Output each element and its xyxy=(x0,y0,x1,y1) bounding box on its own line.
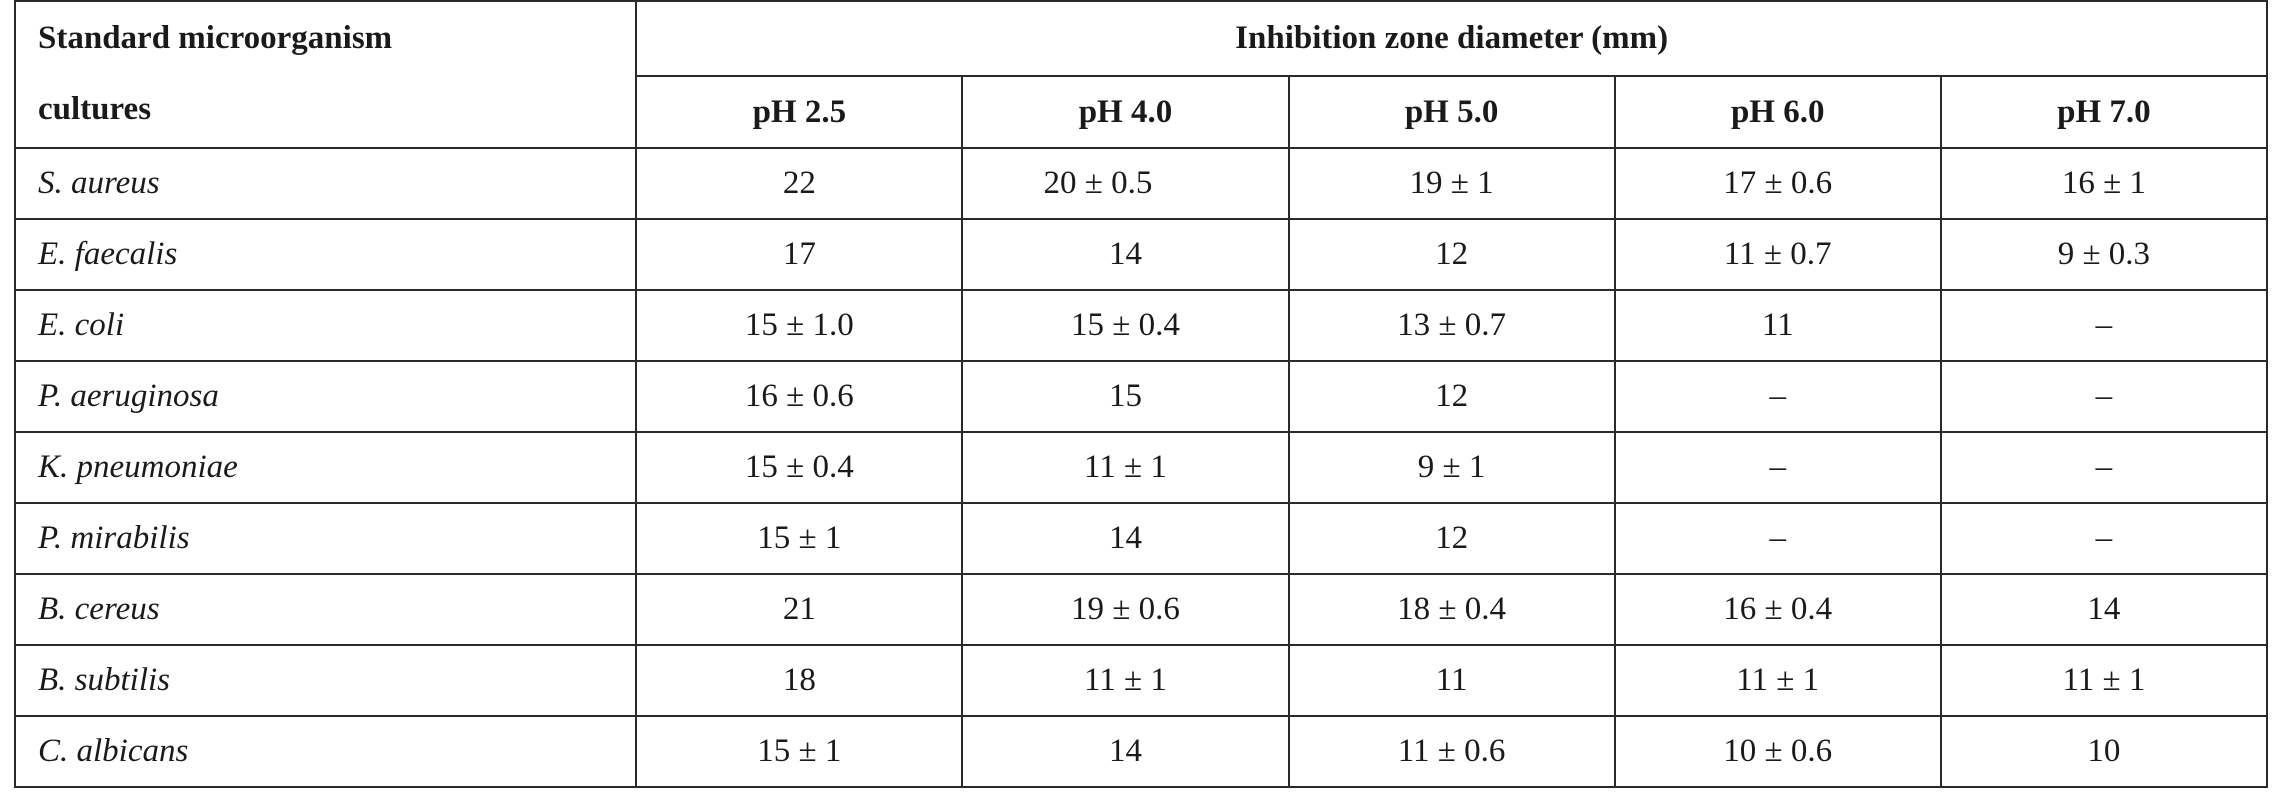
value-cell: 11 ± 1 xyxy=(1939,644,2269,717)
value-cell: 14 xyxy=(961,715,1290,788)
organism-cell: S. aureus xyxy=(13,147,638,220)
table-row: S. aureus 22 20 ± 0.5 19 ± 1 17 ± 0.6 16… xyxy=(13,147,2269,220)
value-cell: 15 ± 0.4 xyxy=(635,431,964,504)
ph-header-7-0: pH 7.0 xyxy=(1939,75,2269,149)
organism-header-line2: cultures xyxy=(38,91,152,127)
value-cell: 16 ± 1 xyxy=(1939,147,2269,220)
ph-header-6-0: pH 6.0 xyxy=(1613,75,1942,149)
value-cell: 20 ± 0.5 xyxy=(961,147,1290,220)
organism-cell: B. cereus xyxy=(13,573,638,646)
value-cell: 17 xyxy=(635,218,964,291)
value-cell: 12 xyxy=(1287,218,1616,291)
value-cell: 15 ± 1.0 xyxy=(635,289,964,362)
table-row: E. faecalis 17 14 12 11 ± 0.7 9 ± 0.3 xyxy=(13,218,2269,291)
header-row-group: Standard microorganism cultures Inhibiti… xyxy=(13,0,2268,149)
value-cell: 11 ± 1 xyxy=(1613,644,1942,717)
value-cell: 14 xyxy=(1939,573,2269,646)
table-row: B. cereus 21 19 ± 0.6 18 ± 0.4 16 ± 0.4 … xyxy=(13,573,2269,646)
value-cell: 10 xyxy=(1939,715,2269,788)
ph-header-5-0: pH 5.0 xyxy=(1287,75,1616,149)
table-row: B. subtilis 18 11 ± 1 11 11 ± 1 11 ± 1 xyxy=(13,644,2269,717)
value-cell: 11 xyxy=(1613,289,1942,362)
value-cell: 17 ± 0.6 xyxy=(1613,147,1942,220)
organism-cell: E. coli xyxy=(13,289,638,362)
value-cell: 15 xyxy=(961,360,1290,433)
value-cell: – xyxy=(1613,360,1942,433)
value-cell: – xyxy=(1613,502,1942,575)
value-cell: 14 xyxy=(961,502,1290,575)
value-cell: 12 xyxy=(1287,502,1616,575)
value-cell: – xyxy=(1939,289,2269,362)
value-cell: – xyxy=(1939,431,2269,504)
value-cell: 11 ± 0.7 xyxy=(1613,218,1942,291)
value-cell: 9 ± 1 xyxy=(1287,431,1616,504)
value-cell: 18 xyxy=(635,644,964,717)
organism-header-line1: Standard microorganism xyxy=(38,20,393,56)
table-row: C. albicans 15 ± 1 14 11 ± 0.6 10 ± 0.6 … xyxy=(13,715,2269,788)
value-cell: 10 ± 0.6 xyxy=(1613,715,1942,788)
value-cell: 12 xyxy=(1287,360,1616,433)
value-cell: 19 ± 0.6 xyxy=(961,573,1290,646)
table-row: P. aeruginosa 16 ± 0.6 15 12 – – xyxy=(13,360,2269,433)
organism-cell: E. faecalis xyxy=(13,218,638,291)
value-cell: 11 ± 0.6 xyxy=(1287,715,1616,788)
value-cell: 19 ± 1 xyxy=(1287,147,1616,220)
inhibition-zone-table: Standard microorganism cultures Inhibiti… xyxy=(13,0,2269,788)
value-cell: 15 ± 1 xyxy=(635,715,964,788)
table-header: Standard microorganism cultures Inhibiti… xyxy=(13,0,2269,149)
value-cell: 11 ± 1 xyxy=(961,644,1290,717)
value-cell: 9 ± 0.3 xyxy=(1939,218,2269,291)
table-row: K. pneumoniae 15 ± 0.4 11 ± 1 9 ± 1 – – xyxy=(13,431,2269,504)
organism-cell: B. subtilis xyxy=(13,644,638,717)
value-cell: 22 xyxy=(635,147,964,220)
value-cell: 18 ± 0.4 xyxy=(1287,573,1616,646)
organism-cell: P. mirabilis xyxy=(13,502,638,575)
inhibition-zone-group-header: Inhibition zone diameter (mm) xyxy=(635,0,2268,77)
organism-cell: C. albicans xyxy=(13,715,638,788)
value-cell: 15 ± 1 xyxy=(635,502,964,575)
value-cell: 14 xyxy=(961,218,1290,291)
table-body: S. aureus 22 20 ± 0.5 19 ± 1 17 ± 0.6 16… xyxy=(13,147,2269,788)
value-cell: 15 ± 0.4 xyxy=(961,289,1290,362)
value-cell: 21 xyxy=(635,573,964,646)
organism-column-header: Standard microorganism cultures xyxy=(13,0,638,149)
table-row: P. mirabilis 15 ± 1 14 12 – – xyxy=(13,502,2269,575)
value-cell: 13 ± 0.7 xyxy=(1287,289,1616,362)
ph-header-2-5: pH 2.5 xyxy=(635,75,964,149)
inhibition-zone-table-container: Standard microorganism cultures Inhibiti… xyxy=(13,0,2269,788)
value-cell: 11 xyxy=(1287,644,1616,717)
organism-cell: P. aeruginosa xyxy=(13,360,638,433)
ph-header-4-0: pH 4.0 xyxy=(961,75,1290,149)
value-cell: 16 ± 0.6 xyxy=(635,360,964,433)
header-row-ph: pH 2.5 pH 4.0 pH 5.0 pH 6.0 pH 7.0 xyxy=(15,75,2269,149)
value-cell: – xyxy=(1613,431,1942,504)
value-cell: 11 ± 1 xyxy=(961,431,1290,504)
value-cell: – xyxy=(1939,502,2269,575)
organism-cell: K. pneumoniae xyxy=(13,431,638,504)
value-cell: 16 ± 0.4 xyxy=(1613,573,1942,646)
value-cell: – xyxy=(1939,360,2269,433)
table-row: E. coli 15 ± 1.0 15 ± 0.4 13 ± 0.7 11 – xyxy=(13,289,2269,362)
